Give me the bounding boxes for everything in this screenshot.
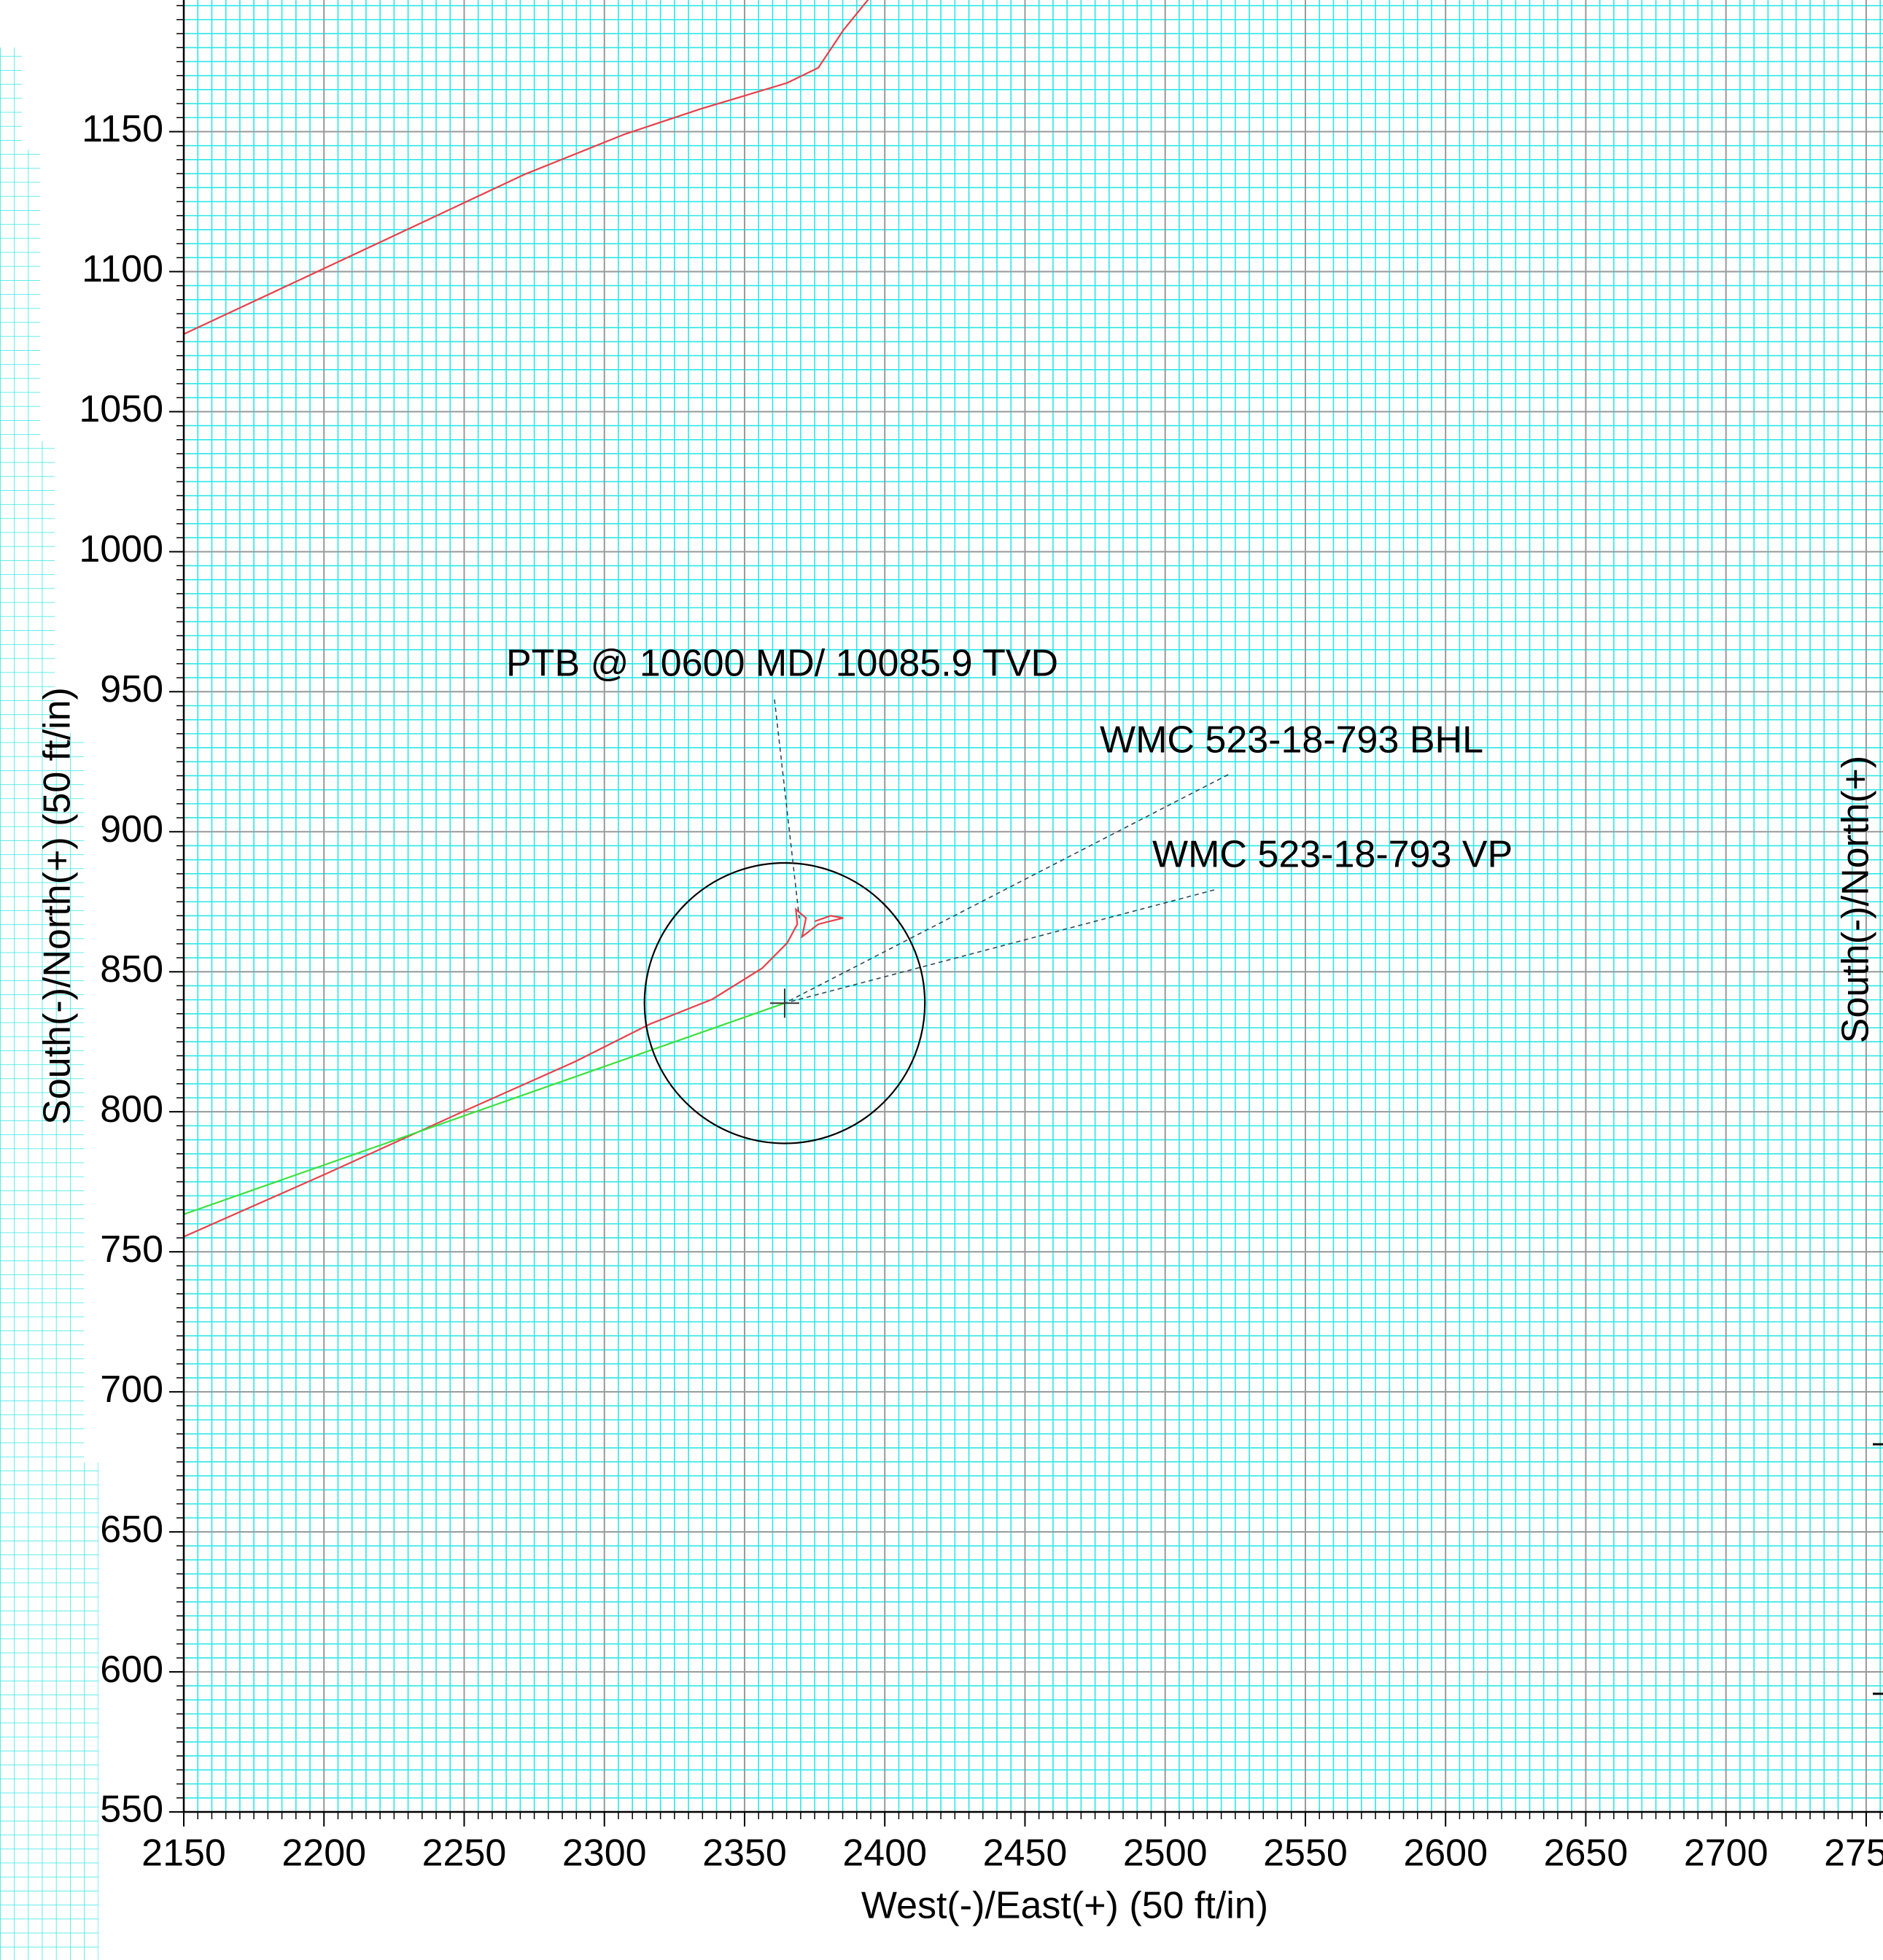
x-tick-label: 2450 — [983, 1832, 1068, 1875]
y-tick-label: 600 — [100, 1649, 163, 1691]
x-tick-label: 2300 — [562, 1832, 647, 1875]
y-tick-label: 750 — [100, 1228, 163, 1271]
y-tick-label: 950 — [100, 668, 163, 710]
x-tick-label: 2150 — [141, 1832, 226, 1875]
y-tick-label: 700 — [100, 1368, 163, 1411]
x-tick-label: 2550 — [1263, 1832, 1348, 1875]
left-margin-grid — [0, 47, 98, 1960]
x-tick-label: 2500 — [1123, 1832, 1208, 1875]
x-tick-label: 2700 — [1684, 1832, 1769, 1875]
y-tick-label: 1100 — [82, 248, 163, 290]
plot-area — [184, 0, 1229, 1238]
x-tick-label: 2600 — [1403, 1832, 1488, 1875]
y-tick-label: 1050 — [79, 388, 163, 430]
minor-ticks — [176, 4, 1881, 1819]
axes: 2150 2200 2250 2300 2350 2400 2450 2500 2550 2600… — [79, 0, 1883, 1875]
x-tick-label: 2200 — [282, 1832, 366, 1875]
annotation: PTB @ 10600 MD/ 10085.9 TVD — [506, 643, 1058, 685]
y-tick-label: 850 — [100, 948, 163, 991]
leader-line — [784, 889, 1215, 1004]
y-tick-label: 800 — [100, 1088, 163, 1131]
well-path — [184, 1002, 785, 1215]
target-circle — [643, 861, 926, 1144]
x-tick-label: 2650 — [1544, 1832, 1628, 1875]
well-path — [184, 0, 869, 1238]
y-tick-label: 1000 — [79, 528, 163, 570]
annotation: WMC 523-18-793 VP — [1152, 834, 1513, 876]
leader-line — [784, 774, 1229, 1004]
y-tick-label: 550 — [100, 1789, 163, 1831]
y-tick-label: 1150 — [82, 108, 163, 150]
x-axis-label: West(-)/East(+) (50 ft/in) — [861, 1885, 1268, 1927]
grid — [183, 0, 1883, 1813]
y-tick-label: 650 — [100, 1508, 163, 1551]
y2-axis-label: South(-)/North(+) — [1835, 756, 1877, 1043]
x-tick-label: 2250 — [422, 1832, 507, 1875]
x-tick-label: 2350 — [702, 1832, 787, 1875]
y-tick-label: 900 — [100, 808, 163, 851]
x-tick-label: 2750 — [1824, 1832, 1883, 1875]
x-tick-label: 2400 — [842, 1832, 927, 1875]
y-axis-label: South(-)/North(+) (50 ft/in) — [36, 687, 79, 1125]
annotation: WMC 523-18-793 BHL — [1100, 719, 1483, 762]
